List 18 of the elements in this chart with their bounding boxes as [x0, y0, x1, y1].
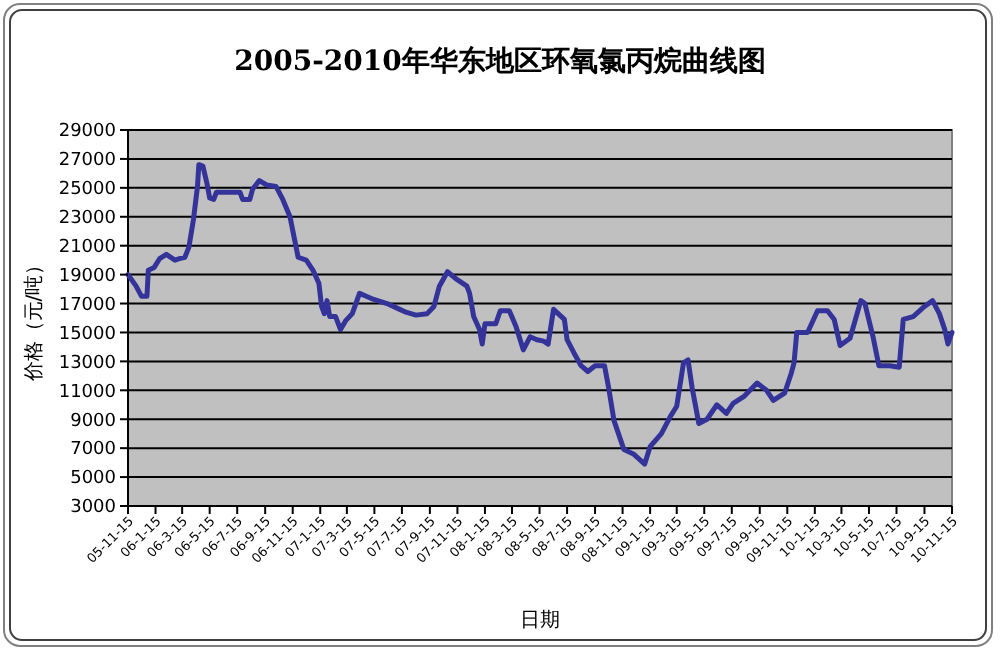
y-tick-label: 9000 — [70, 411, 117, 432]
chart-title: 2005-2010年华东地区环氧氯丙烷曲线图 — [234, 44, 766, 78]
x-axis-title: 日期 — [520, 608, 560, 632]
y-tick-label: 19000 — [58, 266, 117, 287]
y-tick-label: 29000 — [58, 122, 117, 143]
y-tick-label: 5000 — [70, 469, 117, 490]
y-tick-label: 27000 — [58, 151, 117, 172]
line-series — [125, 162, 955, 467]
y-tick-label: 3000 — [70, 498, 117, 519]
y-tick-label: 7000 — [70, 440, 117, 461]
y-tick-label: 17000 — [58, 295, 117, 316]
y-tick-label: 13000 — [58, 353, 117, 374]
y-tick-label: 23000 — [58, 209, 117, 230]
y-tick-label: 25000 — [58, 180, 117, 201]
y-axis-title: 价格（元/吨） — [22, 254, 46, 384]
y-tick-label: 21000 — [58, 237, 117, 258]
y-tick-label: 11000 — [58, 382, 117, 403]
y-tick-label: 15000 — [58, 324, 117, 345]
